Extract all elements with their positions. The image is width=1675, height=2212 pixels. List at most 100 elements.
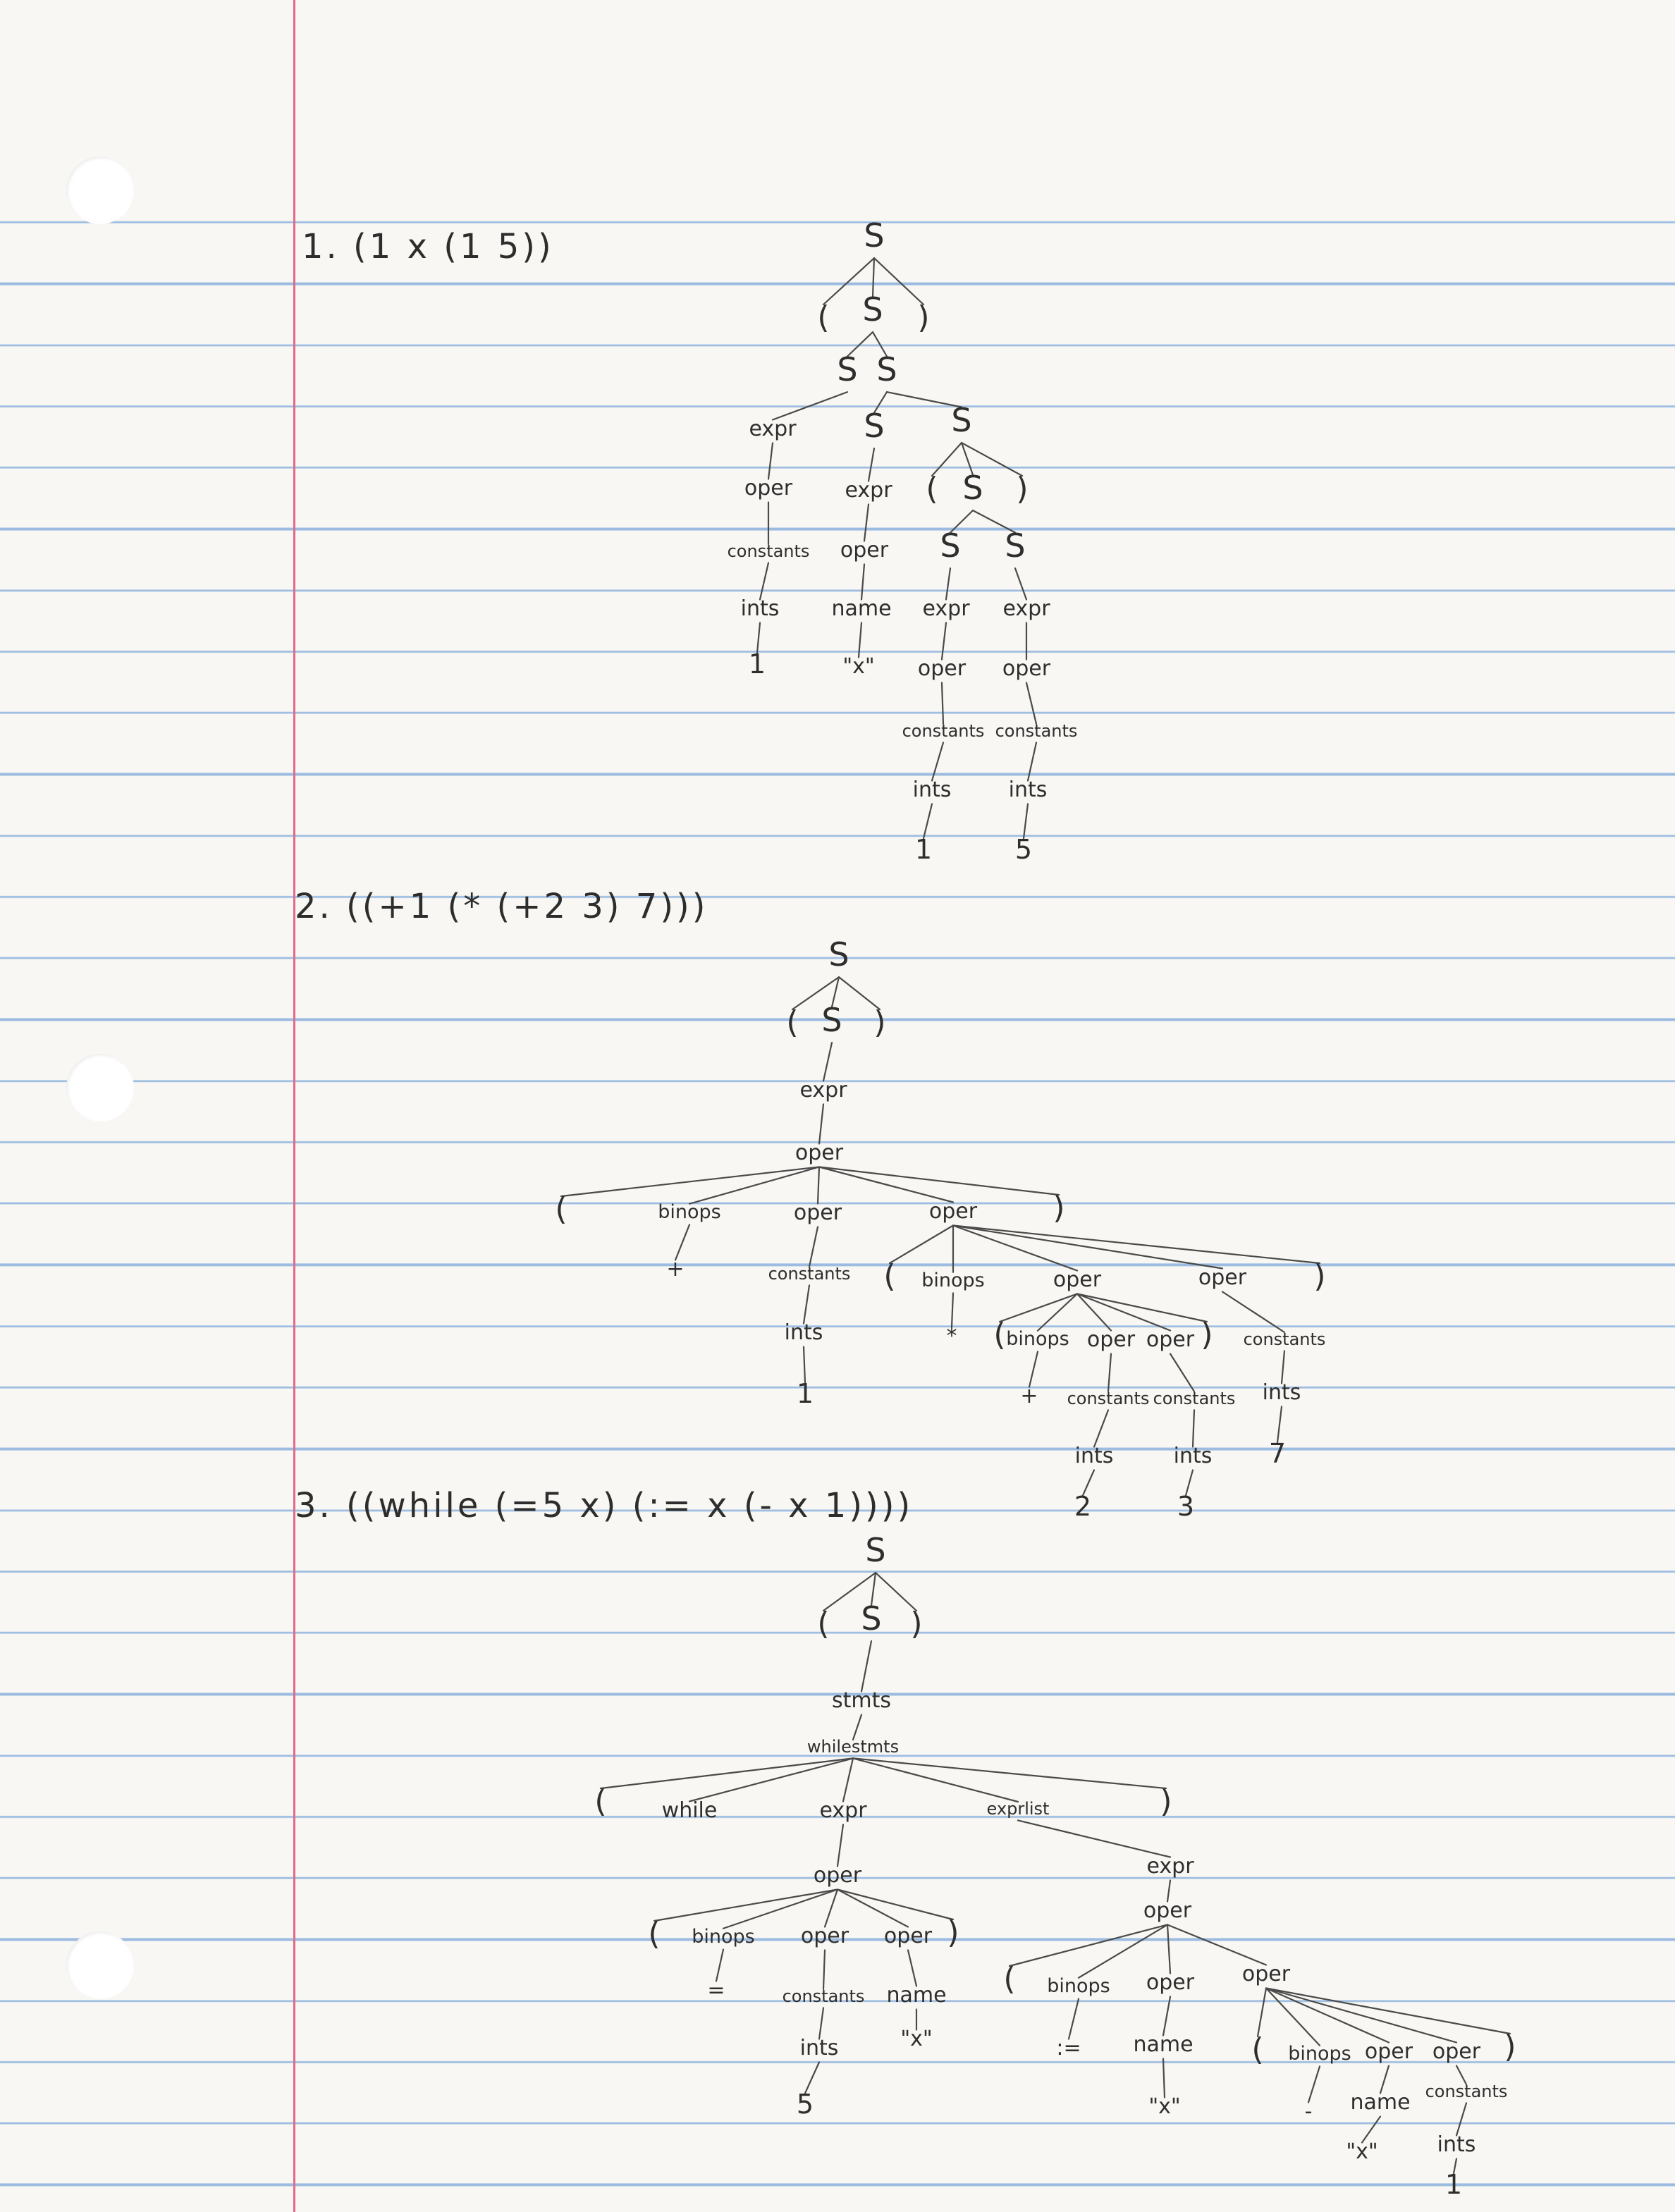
tree-node: ( <box>594 1783 606 1819</box>
binder-hole-bottom <box>66 1931 134 1999</box>
tree-node: ints <box>913 778 952 802</box>
tree-edge <box>599 1757 854 1790</box>
tree-edge <box>838 976 881 1011</box>
tree-node: expr <box>1002 596 1050 621</box>
tree-node: oper <box>1053 1267 1102 1292</box>
tree-node: "x" <box>900 2027 932 2051</box>
tree-edge <box>804 2061 821 2094</box>
tree-node: constants <box>902 721 985 741</box>
tree-edge <box>1077 1924 1169 1979</box>
tree-edge <box>852 1714 863 1741</box>
tree-edge <box>791 976 840 1011</box>
tree-node: S <box>828 935 849 973</box>
tree-node: stmts <box>832 1688 891 1713</box>
tree-edge <box>653 1888 839 1922</box>
tree-edge <box>1076 1293 1172 1332</box>
binder-hole-top <box>66 156 134 224</box>
tree-node: 5 <box>1015 834 1032 865</box>
tree-edge <box>1017 1819 1172 1858</box>
tree-node: binops <box>1047 1975 1110 1997</box>
tree-edge <box>1166 1924 1268 1966</box>
tree-edge <box>863 503 870 542</box>
tree-edge <box>846 331 874 357</box>
tree-node: ) <box>1160 1783 1172 1819</box>
tree-edge <box>874 1572 918 1612</box>
tree-edge <box>1022 803 1029 840</box>
tree-node: 1 <box>915 834 932 865</box>
tree-edge <box>1276 1406 1283 1444</box>
tree-node: ( <box>993 1317 1005 1353</box>
tree-node: S <box>864 407 884 445</box>
problem-3-label: 3. ((while (=5 x) (:= x (- x 1)))) <box>295 1486 914 1525</box>
tree-edge <box>873 257 925 306</box>
tree-edge <box>808 1226 819 1268</box>
tree-node: constants <box>1425 2082 1508 2101</box>
tree-edge <box>852 1757 1019 1803</box>
tree-edge <box>771 391 849 421</box>
tree-node: S <box>862 290 883 328</box>
tree-node: "x" <box>1148 2094 1180 2119</box>
tree-node: while <box>662 1798 718 1823</box>
tree-edge <box>688 1166 821 1205</box>
tree-edge <box>952 1224 1321 1265</box>
tree-node: oper <box>1365 2039 1413 2064</box>
tree-node: oper <box>918 656 967 681</box>
problem-2-label: 2. ((+1 (* (+2 3) 7))) <box>295 887 708 926</box>
binder-hole-middle <box>66 1054 134 1122</box>
tree-node: ( <box>786 1004 798 1040</box>
tree-edge <box>767 442 774 480</box>
tree-node: oper <box>1432 2039 1481 2064</box>
tree-node: ints <box>800 2036 839 2060</box>
tree-node: oper <box>1143 1898 1192 1923</box>
tree-node: ints <box>741 596 780 621</box>
tree-edge <box>1162 1996 1172 2036</box>
tree-node: S <box>821 1001 842 1039</box>
tree-edge <box>860 563 866 601</box>
tree-edge <box>822 257 876 306</box>
tree-node: expr <box>922 596 970 621</box>
tree-node: 3 <box>1177 1491 1194 1522</box>
tree-node: S <box>861 1599 881 1638</box>
tree-edge <box>836 1888 909 1928</box>
tree-edge <box>836 1888 955 1921</box>
tree-node: expr <box>799 1078 847 1102</box>
tree-node: oper <box>929 1199 978 1224</box>
tree-node: - <box>1305 2099 1313 2124</box>
tree-node: oper <box>1146 1327 1195 1352</box>
tree-node: constants <box>1067 1389 1150 1408</box>
tree-node: ) <box>947 1915 959 1950</box>
tree-node: expr <box>1146 1854 1194 1879</box>
tree-node: ( <box>1251 2032 1263 2067</box>
tree-node: S <box>951 401 971 439</box>
tree-node: ) <box>1504 2029 1516 2065</box>
tree-node: expr <box>819 1798 867 1823</box>
tree-node: constants <box>1153 1389 1236 1408</box>
tree-edge <box>871 331 888 357</box>
tree-edge <box>952 1224 1224 1270</box>
tree-edge <box>960 441 1024 477</box>
tree-edge <box>1265 1987 1390 2044</box>
tree-node: ( <box>555 1191 567 1227</box>
tree-node: ints <box>1437 2132 1476 2157</box>
tree-edge <box>1265 1987 1321 2046</box>
tree-edge <box>1221 1291 1286 1334</box>
tree-edge <box>1162 2058 1166 2099</box>
tree-edge <box>922 803 933 840</box>
tree-edge <box>949 509 974 534</box>
tree-edge <box>802 1346 806 1384</box>
tree-edge <box>945 567 952 601</box>
tree-node: exprlist <box>987 1799 1050 1819</box>
tree-node: oper <box>801 1924 849 1948</box>
tree-edge <box>560 1166 821 1198</box>
tree-edge <box>1452 2158 1458 2175</box>
tree-node: ) <box>910 1606 922 1642</box>
tree-edge <box>1265 1987 1511 2035</box>
tree-node: oper <box>1146 1970 1195 1995</box>
tree-edge <box>940 622 947 660</box>
tree-edge <box>1076 1293 1112 1332</box>
tree-node: oper <box>794 1200 842 1225</box>
tree-edge <box>1307 2065 1321 2103</box>
tree-edge <box>1067 1998 1080 2040</box>
